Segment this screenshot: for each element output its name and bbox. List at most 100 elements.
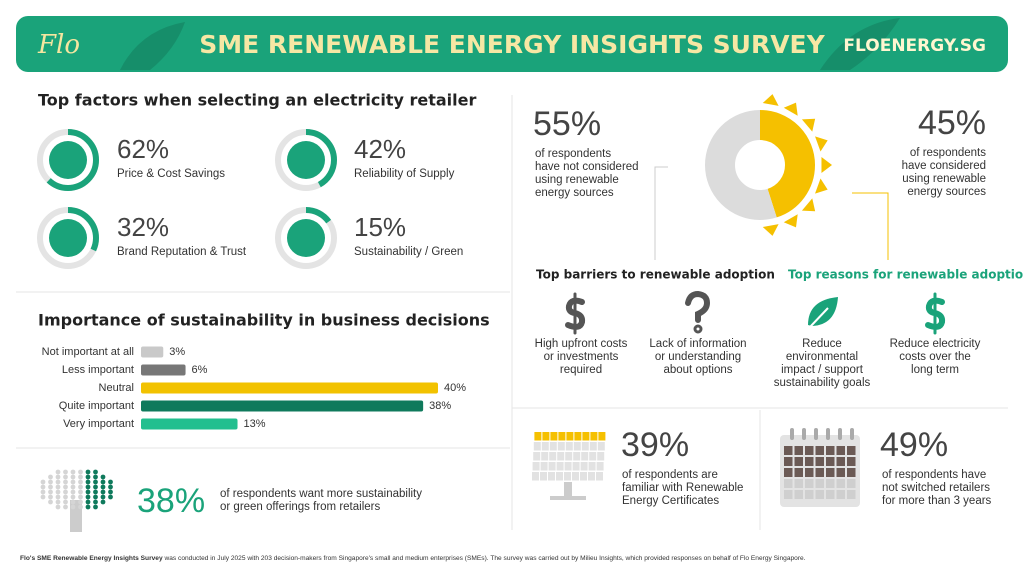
panel-cell (588, 472, 595, 481)
cal-cell (826, 457, 835, 466)
cal-cell (815, 457, 824, 466)
cal-cell (847, 446, 856, 455)
barriers-title: Top barriers to renewable adoption (536, 268, 775, 282)
panel-cell (564, 462, 572, 471)
gauge-icon-bg (287, 141, 325, 179)
tree-dot (78, 489, 83, 495)
factor-text: Brand Reputation & Trust (117, 246, 247, 258)
panel-cell (597, 452, 605, 461)
panel-cell (550, 432, 558, 441)
tree-icon (40, 469, 113, 532)
cal-cell (836, 490, 845, 499)
cal-ring (850, 428, 854, 440)
cal-cell (815, 468, 824, 477)
tree-dot (55, 504, 61, 510)
panel-cell (548, 472, 555, 481)
tree-dot (100, 474, 106, 480)
panel-cell (573, 452, 581, 461)
tree-dot (48, 494, 53, 500)
title: SME RENEWABLE ENERGY INSIGHTS SURVEY (199, 30, 825, 59)
tree-dot (55, 494, 61, 500)
tree-dot (48, 489, 53, 495)
tree-dot (63, 494, 68, 500)
tree-dot (70, 479, 76, 485)
cal-cell (826, 468, 835, 477)
ray (801, 198, 816, 212)
ray (801, 118, 816, 132)
tree-dot (78, 479, 83, 485)
panel-cell (533, 452, 541, 461)
gauge-arc (275, 207, 337, 269)
panel-cell (541, 452, 549, 461)
gauge-arc (37, 207, 99, 269)
cal-cell (794, 468, 803, 477)
panel-cell (549, 452, 557, 461)
cal-cell (805, 479, 814, 488)
cal-cell (826, 479, 835, 488)
tree-dot (48, 479, 53, 485)
text-line: of respondents want more sustainability (220, 488, 422, 500)
gauge-icon-bg (49, 219, 87, 257)
cal-cell (805, 490, 814, 499)
panel-cell (596, 472, 603, 481)
text-line: not switched retailers (882, 482, 990, 494)
panel-cell (557, 442, 565, 451)
text-line: of respondents have (882, 469, 986, 481)
panel-cell (556, 462, 564, 471)
tree-dot (63, 484, 68, 490)
tree-dot (55, 489, 61, 495)
cal-ring (790, 428, 794, 440)
panel-cell (540, 462, 548, 471)
leaf-vein (809, 307, 829, 328)
header-bar (16, 16, 1008, 72)
tree-dot (93, 499, 98, 505)
text-line: or investments (544, 351, 619, 363)
cal-cell (784, 446, 793, 455)
cal-cell (836, 446, 845, 455)
leaf-icon (808, 297, 838, 326)
tree-dot (70, 484, 76, 490)
text-line: have considered (902, 160, 986, 172)
tree-dot (55, 474, 61, 480)
panel-cell (581, 442, 589, 451)
cal-cell (794, 479, 803, 488)
cal-ring (814, 428, 818, 440)
cal-cell (805, 468, 814, 477)
tree-dot (63, 474, 68, 480)
cal-cell (847, 479, 856, 488)
tree-dot (85, 469, 91, 475)
text-line: familiar with Renewable (622, 482, 743, 494)
panel-cell (597, 442, 605, 451)
bar-label: Neutral (99, 382, 134, 394)
tree-dot (100, 494, 106, 500)
cal-cell (836, 457, 845, 466)
stat-value: 39% (621, 426, 689, 464)
cal-cell (836, 468, 845, 477)
bar-value: 3% (169, 346, 185, 358)
tree-dot (55, 499, 61, 505)
factor-value: 32% (117, 212, 169, 242)
panel-cell (580, 472, 587, 481)
tree-dot (40, 484, 46, 490)
ray (815, 136, 828, 152)
panel-cell (573, 442, 581, 451)
panel-cell (588, 462, 596, 471)
tree-dot (100, 479, 106, 485)
tree-dot (40, 494, 46, 500)
panel-cell (541, 442, 549, 451)
bar (141, 400, 424, 412)
factor-text: Sustainability / Green (354, 246, 463, 258)
gauge-arc (275, 129, 337, 191)
bar-label: Quite important (59, 400, 134, 412)
panel-cell (558, 432, 566, 441)
question-icon (685, 290, 711, 334)
panel-cell (565, 442, 573, 451)
tree-dot (70, 499, 76, 505)
cal-cell (784, 479, 793, 488)
cal-cell (784, 468, 793, 477)
bar (141, 418, 238, 430)
footnote-bold: Flo's SME Renewable Energy Insights Surv… (20, 555, 163, 562)
gauge-arc (37, 129, 99, 191)
connector (852, 192, 889, 260)
